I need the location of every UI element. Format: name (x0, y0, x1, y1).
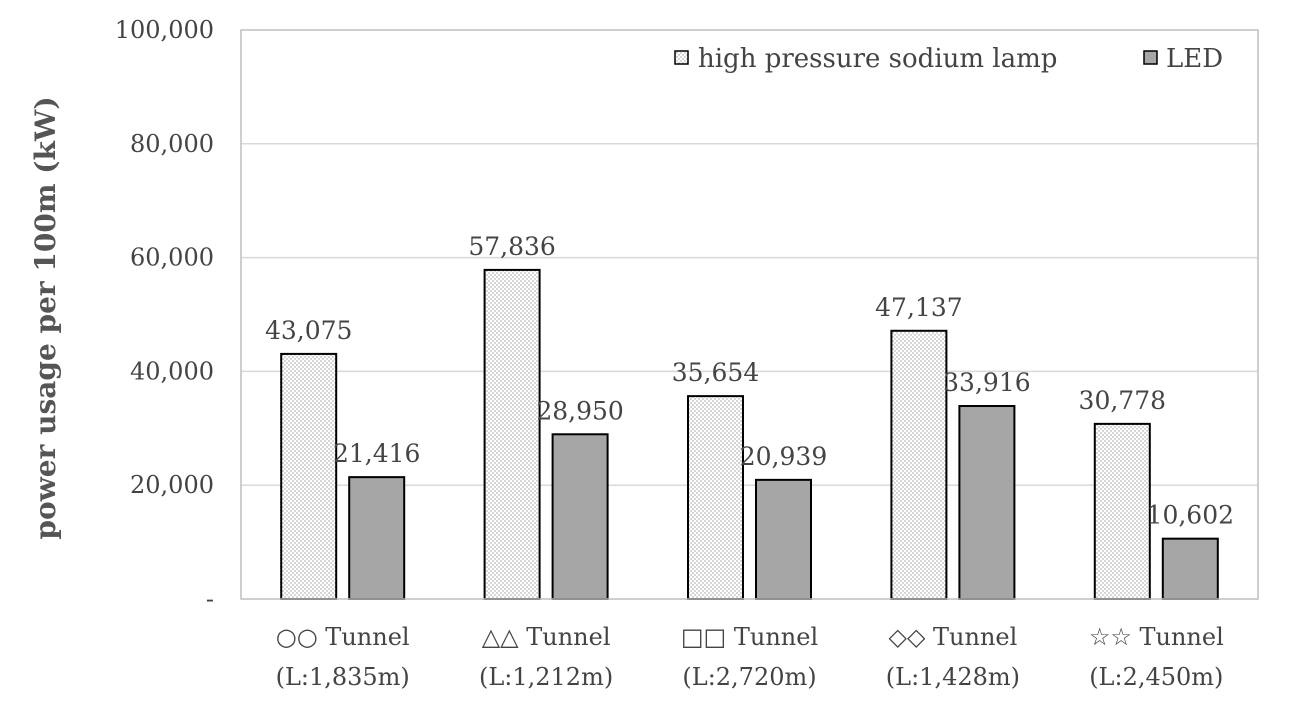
bar-led (348, 476, 406, 601)
data-label: 21,416 (333, 439, 420, 468)
x-category-label: ☆☆ Tunnel (1089, 623, 1224, 651)
data-label: 57,836 (468, 232, 555, 261)
y-axis-label: power usage per 100m (kW) (29, 96, 62, 539)
x-category-label: (L:2,720m) (682, 663, 816, 691)
gridlines (241, 143, 1258, 486)
x-axis-categories: ○○ Tunnel (L:1,835m) △△ Tunnel (L:1,212m) □□… (276, 623, 1224, 691)
legend-swatch (674, 50, 689, 65)
y-tick-label: - (206, 585, 214, 613)
data-labels: 43,075 21,416 57,836 28,950 35,654 20,939 47,1… (265, 232, 1234, 530)
data-label: 28,950 (536, 396, 623, 425)
data-label: 35,654 (672, 358, 759, 387)
y-axis-ticks: - 20,000 40,000 60,000 80,000 100,000 (115, 16, 214, 613)
bar-sodium-lamp (1093, 422, 1151, 600)
y-tick-label: 100,000 (115, 16, 214, 44)
bar-led (958, 405, 1016, 601)
y-tick-label: 20,000 (130, 471, 214, 499)
legend: high pressure sodium lamp LED (674, 44, 1223, 74)
legend-swatch (1143, 50, 1158, 65)
legend-label: LED (1166, 44, 1223, 74)
x-category-label: ○○ Tunnel (276, 623, 410, 651)
y-tick-label: 60,000 (130, 244, 214, 272)
bars (280, 268, 1219, 601)
plot-area-frame (240, 29, 1259, 600)
legend-label: high pressure sodium lamp (698, 44, 1057, 74)
data-label: 20,939 (740, 442, 827, 471)
x-category-label: □□ Tunnel (681, 623, 818, 651)
x-category-label: (L:1,835m) (276, 663, 410, 691)
data-label: 43,075 (265, 316, 352, 345)
data-label: 47,137 (875, 293, 962, 322)
x-category-label: ◇◇ Tunnel (888, 623, 1017, 651)
bar-sodium-lamp (890, 329, 948, 600)
bar-sodium-lamp (483, 268, 541, 600)
bar-led (755, 478, 812, 600)
data-label: 10,602 (1147, 501, 1234, 530)
x-category-label: (L:1,212m) (479, 663, 613, 691)
data-label: 33,916 (943, 368, 1030, 397)
y-tick-label: 40,000 (130, 357, 214, 385)
x-category-label: △△ Tunnel (482, 623, 611, 651)
bar-sodium-lamp (687, 395, 744, 601)
x-category-label: (L:1,428m) (886, 663, 1020, 691)
x-category-label: (L:2,450m) (1089, 663, 1223, 691)
data-label: 30,778 (1079, 386, 1166, 415)
y-tick-label: 80,000 (130, 130, 214, 158)
bar-led (551, 433, 609, 600)
bar-led (1161, 537, 1219, 600)
bar-sodium-lamp (280, 352, 338, 601)
